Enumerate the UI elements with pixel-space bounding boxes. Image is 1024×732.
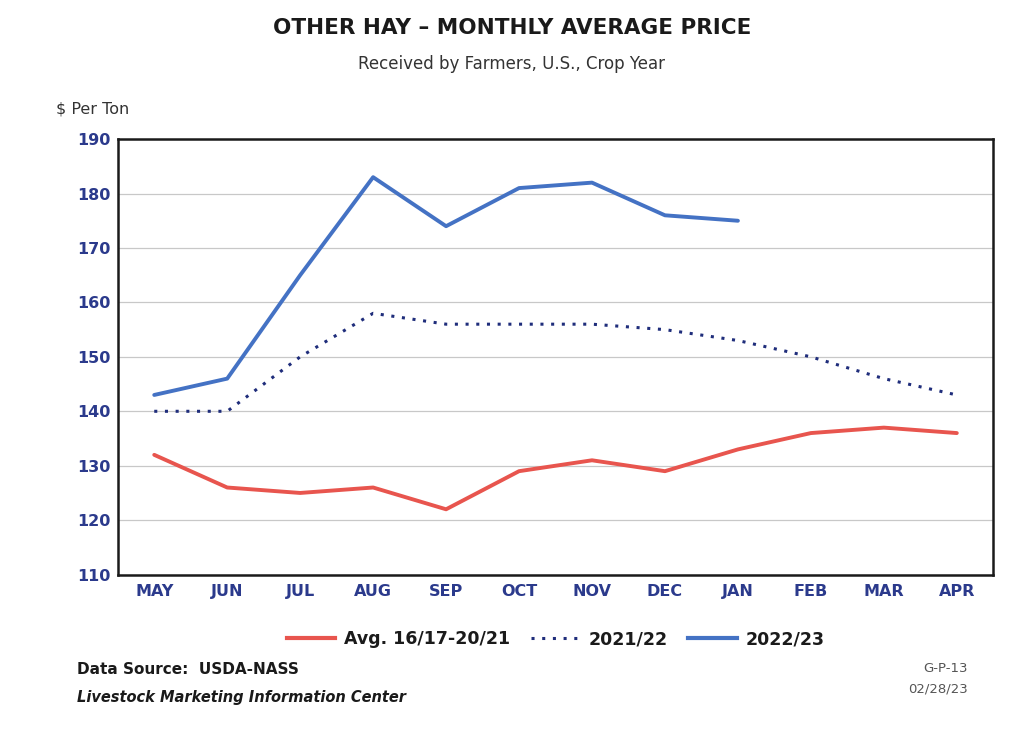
Text: Data Source:  USDA-NASS: Data Source: USDA-NASS — [77, 662, 299, 677]
Text: OTHER HAY – MONTHLY AVERAGE PRICE: OTHER HAY – MONTHLY AVERAGE PRICE — [272, 18, 752, 38]
Text: $ Per Ton: $ Per Ton — [56, 101, 130, 116]
Text: G-P-13: G-P-13 — [924, 662, 968, 676]
Legend: Avg. 16/17-20/21, 2021/22, 2022/23: Avg. 16/17-20/21, 2021/22, 2022/23 — [280, 624, 831, 655]
Text: 02/28/23: 02/28/23 — [908, 682, 968, 695]
Text: Livestock Marketing Information Center: Livestock Marketing Information Center — [77, 690, 406, 704]
Text: Received by Farmers, U.S., Crop Year: Received by Farmers, U.S., Crop Year — [358, 55, 666, 73]
